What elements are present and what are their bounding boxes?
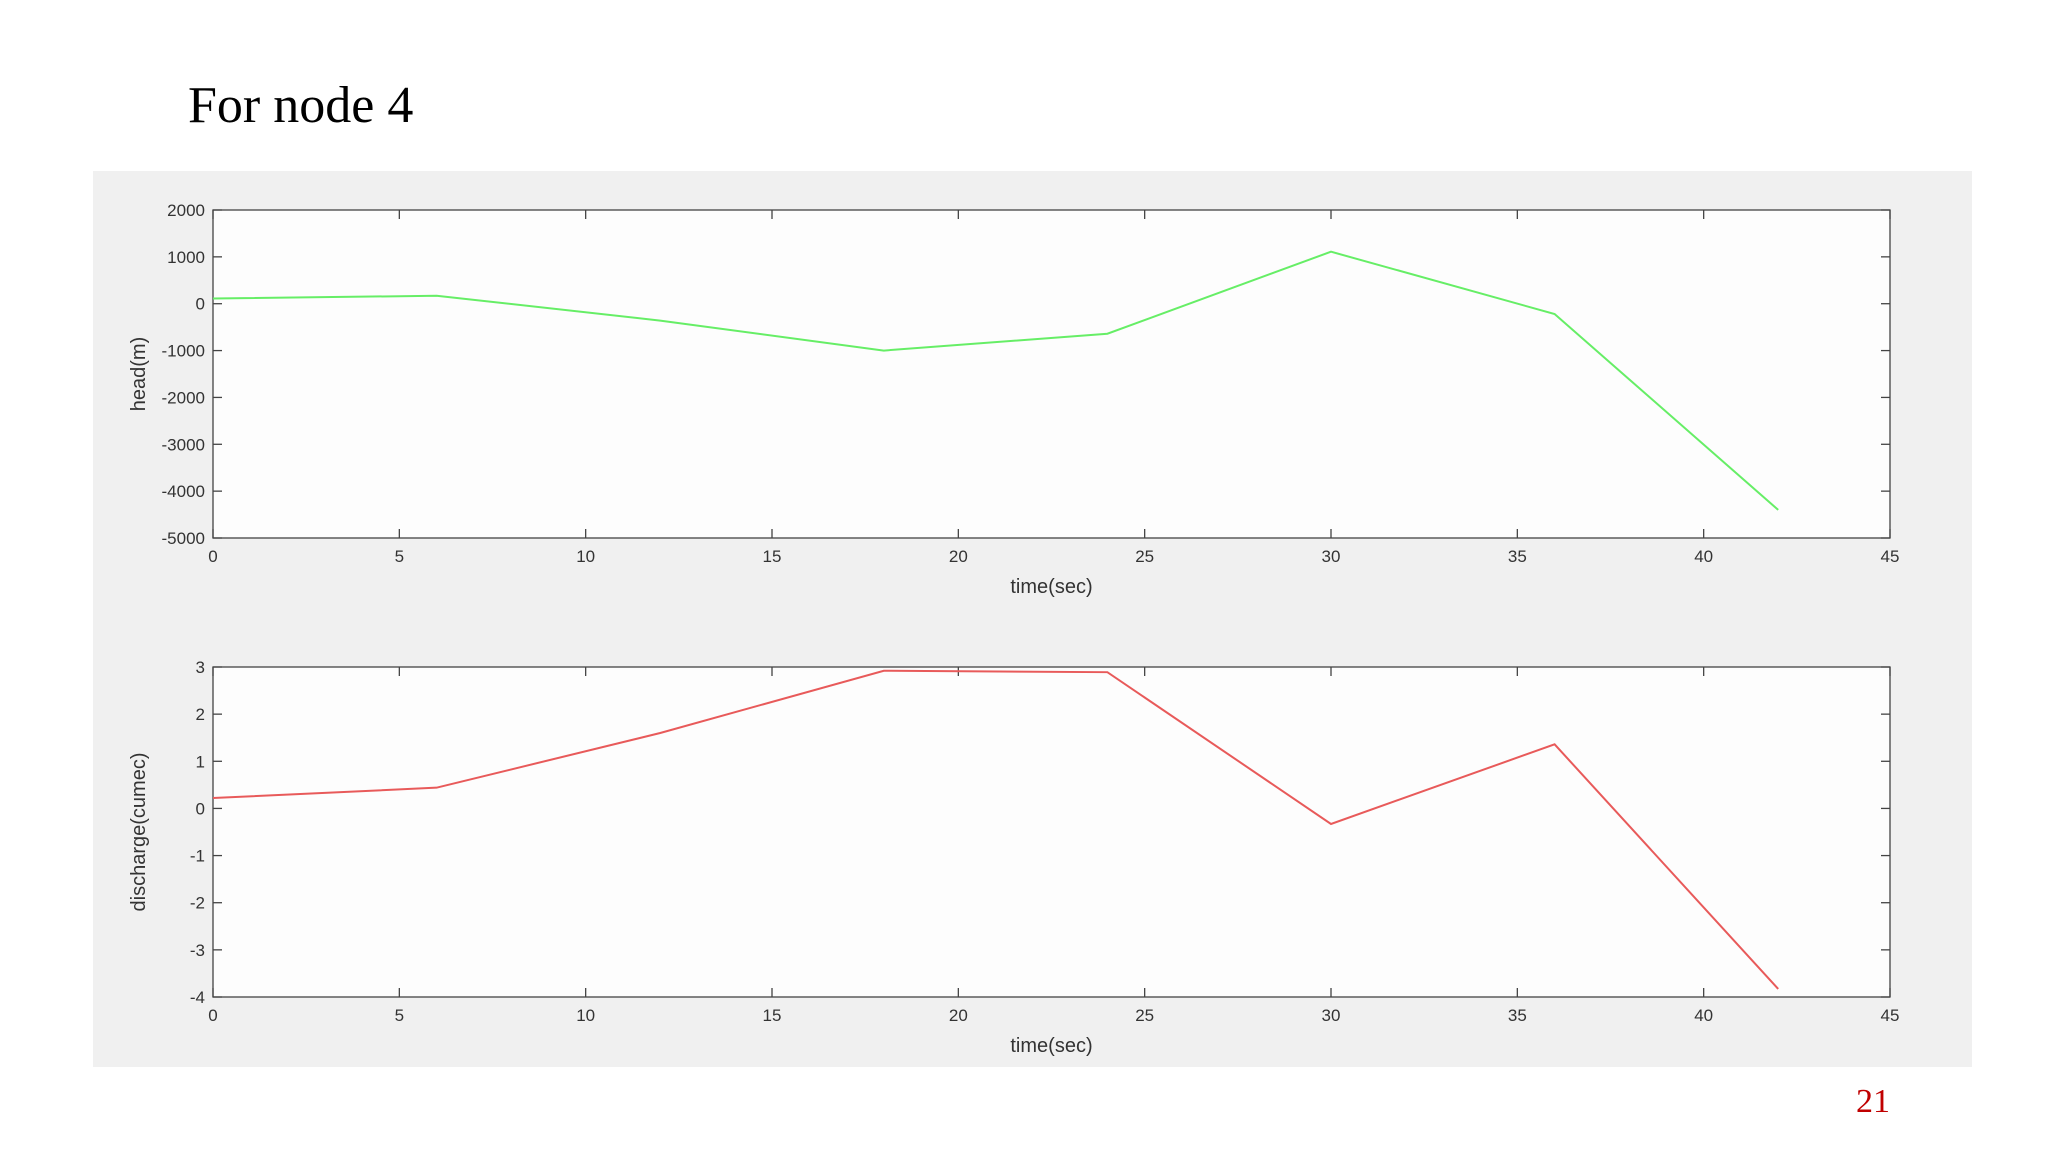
y-tick-label: 0 (196, 799, 205, 818)
y-tick-label: 0 (196, 295, 205, 314)
x-tick-label: 45 (1881, 547, 1900, 566)
x-tick-label: 10 (576, 547, 595, 566)
y-tick-label: -2 (190, 894, 205, 913)
x-tick-label: 45 (1881, 1006, 1900, 1025)
x-tick-label: 30 (1322, 1006, 1341, 1025)
x-axis-label: time(sec) (1010, 1035, 1092, 1057)
x-tick-label: 35 (1508, 1006, 1527, 1025)
y-tick-label: -3 (190, 941, 205, 960)
y-tick-label: -2000 (162, 388, 205, 407)
y-axis-label: discharge(cumec) (128, 753, 150, 912)
y-tick-label: -1000 (162, 342, 205, 361)
x-tick-label: 40 (1694, 547, 1713, 566)
slide-title: For node 4 (188, 77, 413, 134)
y-tick-label: 2000 (167, 201, 205, 220)
x-tick-label: 5 (395, 547, 404, 566)
x-tick-label: 30 (1322, 547, 1341, 566)
data-line (212, 669, 1779, 990)
x-tick-label: 40 (1694, 1006, 1713, 1025)
x-tick-label: 15 (763, 1006, 782, 1025)
y-tick-label: 2 (196, 705, 205, 724)
x-tick-label: 0 (208, 1006, 217, 1025)
y-tick-label: -1 (190, 847, 205, 866)
plot-area (212, 209, 1891, 539)
y-tick-label: -3000 (162, 435, 205, 454)
x-tick-label: 0 (208, 547, 217, 566)
x-tick-label: 20 (949, 547, 968, 566)
y-tick-label: -4 (190, 988, 205, 1007)
x-tick-label: 25 (1135, 1006, 1154, 1025)
x-axis-label: time(sec) (1010, 576, 1092, 598)
x-tick-label: 10 (576, 1006, 595, 1025)
y-tick-label: -4000 (162, 482, 205, 501)
y-tick-label: 1 (196, 752, 205, 771)
y-tick-label: 3 (196, 658, 205, 677)
page-number: 21 (1856, 1083, 1890, 1120)
y-tick-label: 1000 (167, 248, 205, 267)
plot-area (212, 666, 1891, 998)
y-tick-label: -5000 (162, 529, 205, 548)
x-tick-label: 35 (1508, 547, 1527, 566)
x-tick-label: 5 (395, 1006, 404, 1025)
y-axis-label: head(m) (128, 337, 150, 411)
x-tick-label: 20 (949, 1006, 968, 1025)
x-tick-label: 25 (1135, 547, 1154, 566)
x-tick-label: 15 (763, 547, 782, 566)
data-line (212, 250, 1779, 511)
